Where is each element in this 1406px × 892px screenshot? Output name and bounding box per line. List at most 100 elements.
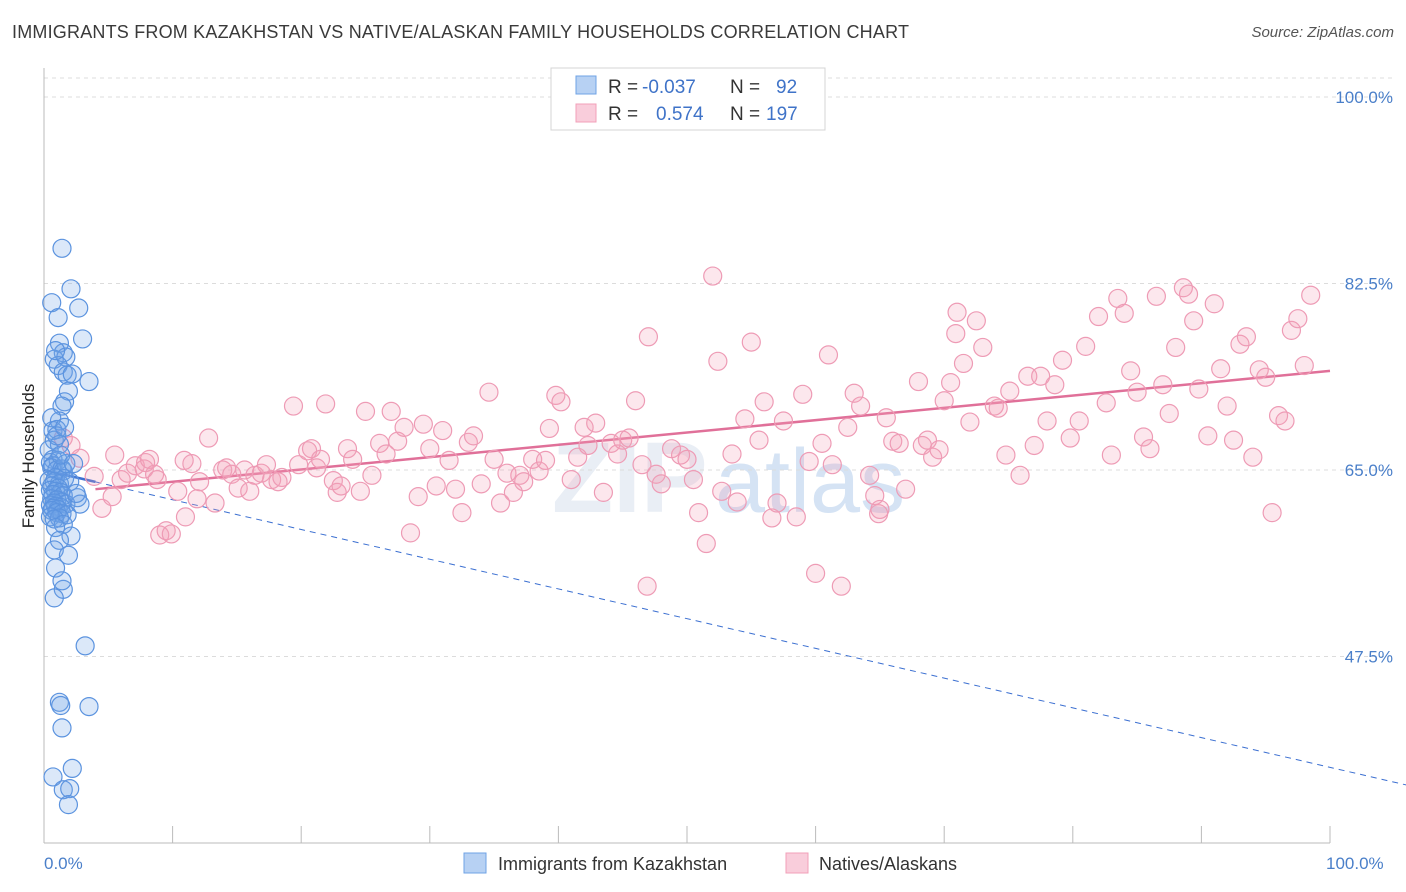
data-point-native (735, 409, 755, 429)
data-point-native (996, 445, 1016, 465)
data-point-native (754, 392, 774, 412)
data-point-native (539, 418, 559, 439)
data-point-native (1198, 426, 1218, 446)
data-point-kazakhstan (66, 483, 86, 504)
data-point-native (708, 351, 728, 371)
legend-swatch-blue (575, 75, 597, 95)
data-point-native (1288, 309, 1308, 329)
data-point-native (762, 508, 782, 528)
data-point-kazakhstan (79, 696, 99, 717)
series-legend: Immigrants from Kazakhstan Natives/Alask… (463, 852, 957, 874)
data-point-native (1275, 411, 1295, 431)
data-point-native (376, 444, 396, 464)
data-point-native (240, 481, 260, 501)
data-point-native (851, 396, 871, 416)
data-point-native (316, 394, 336, 414)
data-point-kazakhstan (63, 454, 84, 474)
data-point-native (362, 465, 382, 485)
watermark-zip: ZIP (552, 422, 708, 534)
data-point-native (1096, 393, 1116, 413)
data-point-native (908, 371, 929, 392)
data-point-native (105, 445, 125, 465)
data-point-native (1173, 278, 1193, 298)
data-point-native (1121, 361, 1141, 381)
data-point-native (1189, 379, 1209, 399)
data-point-native (1101, 445, 1121, 465)
data-point-native (1178, 284, 1199, 304)
data-point-kazakhstan (62, 364, 82, 384)
trend-line-pink (95, 369, 1331, 491)
data-point-native (174, 450, 194, 471)
data-point-native (426, 476, 446, 496)
data-point-kazakhstan (44, 588, 64, 608)
stats-legend: R = -0.037 N = 92 R = 0.574 N = 197 (550, 67, 826, 131)
data-point-native (818, 345, 839, 365)
data-point-native (182, 454, 202, 474)
data-point-kazakhstan (61, 279, 81, 299)
data-point-native (929, 440, 949, 460)
data-point-native (601, 433, 621, 453)
data-point-native (413, 414, 433, 434)
data-point-native (256, 455, 277, 475)
data-point-native (199, 428, 219, 448)
data-point-native (408, 487, 428, 507)
data-point-native (923, 447, 943, 467)
chart-title: IMMIGRANTS FROM KAZAKHSTAN VS NATIVE/ALA… (12, 22, 910, 42)
data-point-native (651, 474, 671, 494)
data-point-native (1031, 366, 1051, 386)
data-point-kazakhstan (52, 571, 72, 591)
data-point-native (551, 392, 571, 412)
data-point-kazakhstan (51, 695, 71, 716)
y-tick-label: 82.5% (1345, 275, 1393, 294)
data-point-native (161, 524, 181, 544)
legend-n-value-1: 92 (776, 77, 797, 98)
data-point-native (70, 448, 90, 468)
data-point-native (1127, 382, 1147, 402)
data-point-native (638, 327, 659, 347)
data-point-native (205, 493, 225, 513)
data-point-native (722, 444, 742, 464)
data-point-native (1256, 367, 1276, 387)
data-point-kazakhstan (48, 308, 68, 328)
data-point-native (946, 323, 966, 344)
data-point-native (458, 432, 478, 452)
data-point-native (831, 576, 851, 596)
data-point-native (102, 487, 122, 507)
data-point-native (546, 385, 566, 405)
data-point-kazakhstan (43, 767, 63, 787)
data-point-native (593, 482, 614, 502)
data-point-native (337, 439, 358, 459)
source-credit: Source: ZipAtlas.com (1251, 24, 1394, 41)
data-point-native (490, 493, 511, 513)
data-point-native (799, 451, 819, 472)
legend-r-value-1: -0.037 (642, 77, 696, 98)
data-point-kazakhstan (45, 341, 66, 361)
data-point-native (439, 450, 459, 471)
data-point-native (934, 391, 954, 411)
data-point-native (147, 469, 167, 490)
data-point-native (310, 449, 331, 469)
data-point-native (1268, 406, 1289, 426)
data-point-kazakhstan (53, 780, 73, 800)
series-legend-label-pink: Natives/Alaskans (819, 854, 957, 874)
data-point-native (1146, 286, 1166, 306)
legend-r-value-2: 0.574 (656, 104, 704, 125)
data-point-native (960, 412, 980, 432)
data-point-kazakhstan (45, 517, 66, 538)
data-point-native (749, 430, 769, 450)
y-tick-labels: 47.5% 65.0% 82.5% 100.0% (1335, 88, 1393, 667)
data-point-native (632, 455, 652, 475)
data-point-native (1223, 430, 1244, 450)
data-point-native (343, 449, 363, 469)
data-point-native (1000, 381, 1020, 401)
data-point-kazakhstan (54, 417, 75, 437)
legend-r-label-2: R = (608, 104, 638, 125)
y-tick-label: 65.0% (1345, 461, 1393, 480)
data-point-native (433, 420, 453, 441)
data-point-kazakhstan (61, 526, 81, 546)
data-point-native (625, 391, 646, 411)
legend-swatch-pink (575, 103, 597, 123)
data-point-native (646, 464, 666, 484)
data-point-native (272, 467, 292, 488)
y-axis-label: Family Households (19, 384, 38, 529)
